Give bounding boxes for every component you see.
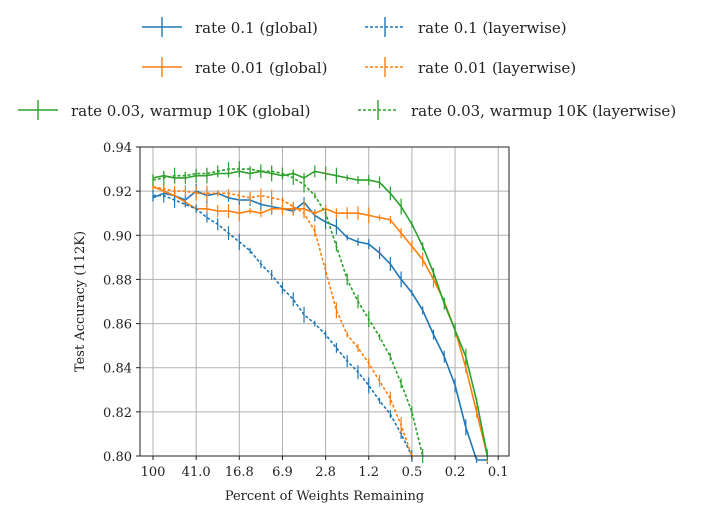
legend-item: rate 0.1 (layerwise): [365, 17, 567, 37]
x-tick-label: 0.2: [445, 465, 466, 480]
x-tick-label: 1.2: [358, 465, 379, 480]
x-tick-label: 0.1: [488, 465, 509, 480]
y-tick-label: 0.92: [103, 185, 132, 200]
legend-label: rate 0.01 (layerwise): [418, 59, 576, 77]
legend-item: rate 0.03, warmup 10K (layerwise): [358, 100, 676, 120]
legend-item: rate 0.01 (global): [142, 57, 327, 77]
y-tick-label: 0.88: [103, 273, 132, 288]
legend-label: rate 0.03, warmup 10K (layerwise): [411, 102, 676, 120]
legend-item: rate 0.1 (global): [142, 17, 318, 37]
x-tick-label: 41.0: [182, 465, 211, 480]
x-tick-label: 100: [141, 465, 166, 480]
plot-frame: [139, 146, 510, 457]
ticks: 0.80 0.82 0.84 0.86 0.88 0.90 0.92 0.94 100 41.0 1…: [103, 141, 509, 480]
legend-label: rate 0.1 (global): [195, 19, 318, 37]
series-line: [152, 185, 489, 457]
legend: rate 0.1 (global) rate 0.1 (layerwise) rat…: [18, 17, 676, 120]
x-tick-label: 16.8: [225, 465, 254, 480]
y-tick-label: 0.80: [103, 450, 132, 465]
y-axis-label: Test Accuracy (112K): [73, 231, 88, 372]
x-tick-label: 2.8: [315, 465, 336, 480]
series-line: [152, 170, 489, 457]
y-tick-label: 0.82: [103, 406, 132, 421]
series-layer: [152, 161, 489, 464]
series-5: [152, 161, 424, 463]
y-tick-label: 0.94: [103, 141, 132, 156]
y-tick-label: 0.84: [103, 362, 132, 377]
y-tick-label: 0.90: [103, 229, 132, 244]
x-tick-label: 6.9: [272, 465, 293, 480]
series-line: [152, 190, 488, 461]
legend-item: rate 0.03, warmup 10K (global): [18, 100, 310, 120]
legend-item: rate 0.01 (layerwise): [365, 57, 576, 77]
x-axis-label: Percent of Weights Remaining: [225, 489, 424, 504]
legend-label: rate 0.01 (global): [195, 59, 327, 77]
y-tick-label: 0.86: [103, 318, 132, 333]
legend-label: rate 0.03, warmup 10K (global): [71, 102, 310, 120]
series-line: [152, 168, 424, 457]
x-tick-label: 0.5: [402, 465, 423, 480]
legend-label: rate 0.1 (layerwise): [418, 19, 567, 37]
